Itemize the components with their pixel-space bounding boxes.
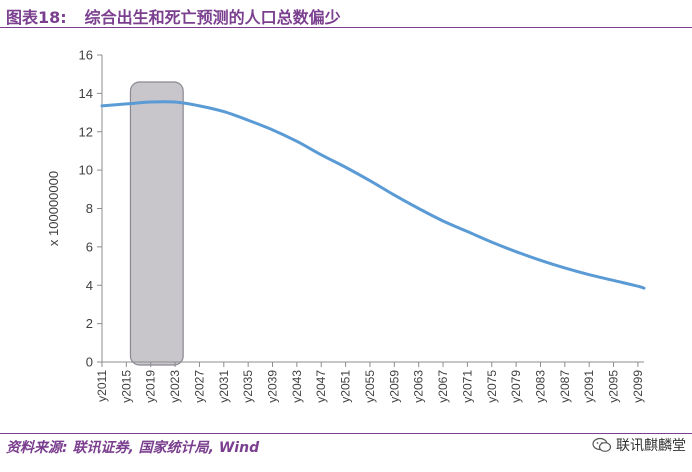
y-tick-label: 6	[86, 239, 93, 254]
x-tick-label: y2015	[119, 370, 133, 403]
figure-title-text: 综合出生和死亡预测的人口总数偏少	[84, 8, 341, 27]
y-tick-label: 12	[79, 124, 93, 139]
data-point	[442, 220, 444, 222]
series-line	[100, 100, 646, 290]
data-point	[637, 285, 639, 288]
x-tick-label: y2087	[558, 370, 572, 403]
x-tick-label: y2047	[314, 370, 328, 403]
data-point	[222, 110, 225, 113]
data-point	[612, 279, 615, 282]
data-point	[174, 101, 176, 103]
watermark: 联讯麒麟堂	[592, 435, 686, 455]
x-tick-label: y2063	[412, 370, 426, 403]
y-tick-label: 10	[79, 163, 93, 178]
x-tick-label: y2071	[460, 370, 474, 403]
x-tick-label: y2083	[533, 370, 547, 403]
x-tick-label: y2043	[290, 370, 304, 403]
x-tick-label: y2019	[144, 370, 158, 403]
x-tick-label: y2027	[192, 370, 206, 403]
watermark-text: 联讯麒麟堂	[616, 438, 686, 454]
data-point	[564, 267, 566, 269]
x-tick-label: y2035	[241, 370, 255, 403]
data-point	[490, 241, 493, 243]
data-point	[466, 230, 469, 233]
data-point	[417, 207, 420, 210]
highlight-band	[129, 81, 184, 366]
data-point	[271, 129, 274, 131]
x-tick-label: y2023	[168, 370, 182, 403]
x-tick-label: y2059	[387, 370, 401, 403]
data-point	[369, 179, 371, 182]
data-point	[643, 287, 645, 289]
x-tick-label: y2031	[217, 370, 231, 403]
figure-title: 图表18: 综合出生和死亡预测的人口总数偏少	[6, 4, 341, 28]
source-note: 资料来源: 联讯证券, 国家统计局, Wind	[6, 440, 260, 456]
x-tick-label: y2091	[582, 370, 596, 403]
x-tick-label: y2067	[436, 370, 450, 403]
data-point	[515, 250, 517, 253]
data-point	[125, 103, 128, 105]
y-tick-label: 2	[86, 316, 93, 331]
figure-label: 图表18:	[6, 8, 67, 27]
x-tick-label: y2079	[509, 370, 523, 403]
y-tick-label: 4	[86, 278, 93, 293]
footer-divider	[0, 433, 692, 434]
line-chart: 0 2 4 6 8 10 12 14 16 y2011 y2015 y2019 y2023 y2027 y…	[46, 48, 646, 403]
data-point	[393, 194, 396, 196]
data-point	[149, 101, 152, 103]
y-tick-label: 8	[86, 201, 93, 216]
x-tick-label: y2051	[339, 370, 353, 403]
data-point	[198, 105, 201, 107]
wechat-icon	[592, 437, 612, 452]
data-point	[539, 259, 542, 262]
data-point	[588, 273, 590, 276]
series-points	[101, 101, 645, 289]
y-tick-label: 14	[79, 86, 93, 101]
data-point	[101, 105, 103, 107]
x-tick-label: y2075	[485, 370, 499, 403]
data-point	[320, 153, 323, 156]
y-tick-label: 16	[79, 48, 93, 63]
x-tick-label: y2055	[363, 370, 377, 403]
data-point	[247, 119, 249, 122]
data-point	[296, 140, 298, 143]
x-tick-label: y2095	[607, 370, 621, 403]
x-tick-label: y2039	[266, 370, 280, 403]
title-divider	[0, 27, 692, 28]
x-tick-label: y2011	[95, 370, 109, 402]
data-point	[344, 166, 347, 169]
y-tick-label: 0	[86, 355, 93, 370]
x-tick-label: y2099	[631, 370, 645, 403]
y-axis-label: x 100000000	[46, 171, 61, 246]
